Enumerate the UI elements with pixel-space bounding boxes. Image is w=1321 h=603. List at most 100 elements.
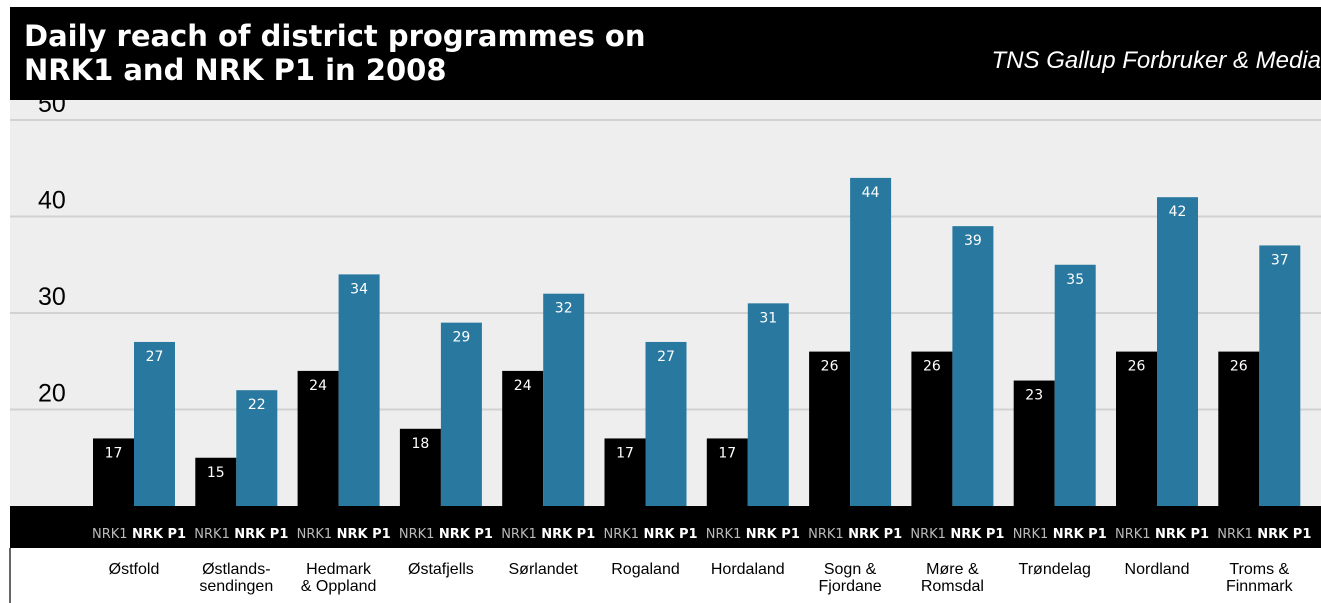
bar-nrk1	[399, 428, 441, 506]
series-label-strip	[10, 506, 1321, 548]
bar-nrk-p1	[1157, 197, 1198, 506]
series-label-nrk1: NRK1	[1013, 527, 1049, 542]
header-bar	[10, 7, 1321, 100]
bar-nrk-p1	[747, 303, 789, 506]
data-label-nrk1: 17	[718, 445, 736, 461]
data-label-nrk1: 26	[923, 359, 941, 375]
bar-nrk-p1	[440, 322, 482, 506]
series-label-nrk-p1: NRK P1	[1053, 527, 1107, 542]
series-label-nrk-p1: NRK P1	[132, 527, 186, 542]
bar-nrk1	[1218, 351, 1260, 506]
gridlines	[10, 119, 1321, 411]
series-label-nrk1: NRK1	[1217, 527, 1253, 542]
category-label: Østafjells	[408, 561, 474, 578]
bar-nrk-p1	[236, 390, 278, 506]
y-tick-label: 40	[38, 187, 66, 215]
category-label: Møre &	[926, 561, 979, 578]
series-label-nrk-p1: NRK P1	[1155, 527, 1209, 542]
series-label-nrk1: NRK1	[399, 527, 435, 542]
series-label-nrk-p1: NRK P1	[1257, 527, 1311, 542]
data-label-nrk1: 23	[1025, 388, 1043, 404]
series-label-nrk-p1: NRK P1	[337, 527, 391, 542]
category-label: sendingen	[199, 578, 273, 595]
category-labels: Østfold Østlands-sendingen Hedmark& Opplan…	[109, 561, 1294, 595]
data-label-nrk1: 24	[309, 378, 327, 394]
data-label-nrk-p1: 35	[1066, 272, 1084, 288]
data-label-nrk-p1: 27	[657, 349, 675, 365]
series-label-nrk1: NRK1	[604, 527, 640, 542]
category-label: Sogn &	[824, 561, 877, 578]
data-label-nrk1: 15	[207, 465, 225, 481]
data-label-nrk1: 26	[1128, 359, 1146, 375]
bar-nrk-p1	[645, 341, 687, 506]
category-label: Finnmark	[1226, 578, 1294, 595]
series-label-nrk1: NRK1	[1115, 527, 1151, 542]
data-label-nrk-p1: 44	[862, 185, 880, 201]
bar-nrk-p1	[134, 341, 175, 506]
category-label: Hordaland	[711, 561, 785, 578]
bar-nrk1	[604, 438, 646, 506]
bars: 17 27 15 22 24 34 18 29 24 32 17 27 17 31 26 44 26 39 23 35…	[93, 177, 1301, 506]
chart-title-line2: NRK1 and NRK P1 in 2008	[24, 53, 447, 87]
series-label-nrk-p1: NRK P1	[541, 527, 595, 542]
series-label-nrk-p1: NRK P1	[234, 527, 288, 542]
bar-nrk1	[1116, 351, 1157, 506]
bar-nrk1	[809, 351, 851, 506]
category-label: Rogaland	[611, 561, 680, 578]
bar-nrk-p1	[1054, 264, 1096, 506]
bar-nrk1	[911, 351, 953, 506]
bar-nrk1	[706, 438, 748, 506]
data-label-nrk1: 24	[514, 378, 532, 394]
data-label-nrk-p1: 34	[350, 281, 368, 297]
y-axis-ticks: 20 30 40 50	[38, 90, 66, 408]
category-label: Trøndelag	[1019, 561, 1091, 578]
bar-nrk-p1	[338, 274, 380, 506]
series-label-nrk1: NRK1	[501, 527, 537, 542]
category-label: Romsdal	[921, 578, 984, 595]
series-label-nrk-p1: NRK P1	[848, 527, 902, 542]
bar-nrk-p1	[543, 293, 585, 506]
category-label: Østlands-	[202, 561, 270, 578]
series-label-nrk1: NRK1	[808, 527, 844, 542]
series-label-nrk1: NRK1	[194, 527, 230, 542]
bar-nrk1	[502, 370, 544, 506]
y-tick-label: 50	[38, 90, 66, 118]
bar-nrk1	[297, 370, 339, 506]
data-label-nrk1: 26	[1230, 359, 1248, 375]
bar-nrk1	[195, 457, 237, 506]
bar-nrk-p1	[952, 226, 994, 506]
data-label-nrk-p1: 29	[452, 330, 470, 346]
category-label: Sørlandet	[509, 561, 579, 578]
y-tick-label: 30	[38, 283, 66, 311]
category-label: & Oppland	[301, 578, 377, 595]
series-label-nrk1: NRK1	[92, 527, 128, 542]
data-label-nrk1: 17	[616, 445, 634, 461]
chart-title-line1: Daily reach of district programmes on	[24, 19, 646, 53]
series-label-nrk1: NRK1	[297, 527, 333, 542]
category-label: Troms &	[1229, 561, 1289, 578]
data-label-nrk-p1: 39	[964, 233, 982, 249]
bar-nrk1	[93, 438, 134, 506]
series-label-nrk-p1: NRK P1	[950, 527, 1004, 542]
bar-nrk-p1	[850, 177, 892, 506]
category-label: Østfold	[109, 561, 160, 578]
data-label-nrk-p1: 27	[146, 349, 164, 365]
series-labels: NRK1 NRK P1 NRK1 NRK P1 NRK1 NRK P1 NRK1 NRK P1…	[92, 527, 1311, 542]
series-label-nrk-p1: NRK P1	[746, 527, 800, 542]
data-label-nrk-p1: 37	[1271, 252, 1289, 268]
series-label-nrk1: NRK1	[910, 527, 946, 542]
category-label: Hedmark	[306, 561, 372, 578]
category-label: Nordland	[1125, 561, 1190, 578]
data-label-nrk1: 18	[411, 436, 429, 452]
series-label-nrk-p1: NRK P1	[644, 527, 698, 542]
y-tick-label: 20	[38, 380, 66, 408]
data-label-nrk-p1: 42	[1169, 204, 1187, 220]
bar-nrk1	[1013, 380, 1055, 506]
data-label-nrk-p1: 22	[248, 397, 266, 413]
data-label-nrk-p1: 31	[759, 310, 777, 326]
series-label-nrk1: NRK1	[706, 527, 742, 542]
data-label-nrk1: 17	[105, 445, 123, 461]
data-label-nrk1: 26	[821, 359, 839, 375]
